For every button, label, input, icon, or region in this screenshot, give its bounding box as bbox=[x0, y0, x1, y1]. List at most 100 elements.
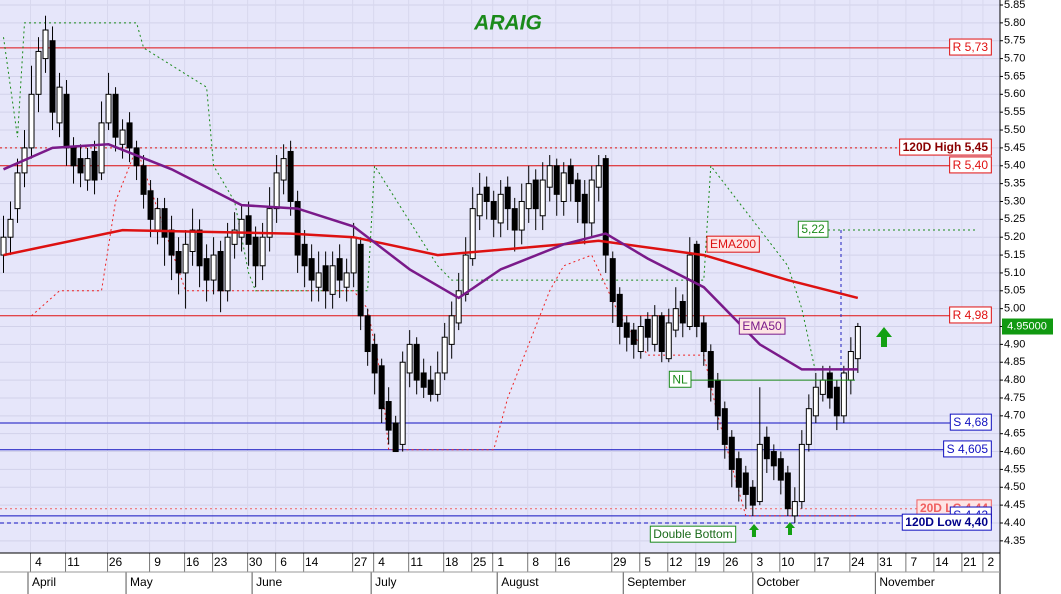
candle-body bbox=[749, 486, 756, 506]
x-tick-label: 5 bbox=[644, 555, 651, 569]
candle-body bbox=[28, 93, 35, 149]
channel-line bbox=[3, 22, 817, 374]
x-tick-label: 4 bbox=[378, 555, 385, 569]
x-tick-label: 10 bbox=[781, 555, 795, 569]
y-tick-label: 5.65 bbox=[1004, 70, 1025, 82]
candle-body bbox=[301, 243, 308, 267]
grid bbox=[0, 0, 1000, 553]
level-label-box bbox=[949, 413, 992, 431]
x-tick-label: 29 bbox=[613, 555, 627, 569]
candle-body bbox=[721, 408, 728, 445]
candle-body bbox=[49, 40, 56, 113]
candle-body bbox=[231, 229, 238, 245]
candle-body bbox=[448, 315, 455, 345]
x-tick-label: 4 bbox=[35, 555, 42, 569]
channel-line bbox=[31, 146, 858, 517]
month-label: November bbox=[879, 575, 934, 589]
candle-body bbox=[119, 129, 126, 145]
candle-body bbox=[364, 315, 371, 353]
y-tick-label: 4.80 bbox=[1004, 374, 1025, 386]
candle-body bbox=[175, 250, 182, 274]
candle-body bbox=[812, 386, 819, 417]
candle-body bbox=[784, 472, 791, 510]
month-label: October bbox=[757, 575, 800, 589]
candle-body bbox=[462, 254, 469, 295]
y-tick-label: 5.80 bbox=[1004, 17, 1025, 29]
candle-body bbox=[224, 236, 231, 292]
candle-body bbox=[147, 190, 154, 220]
month-label: April bbox=[32, 575, 56, 589]
candle-body bbox=[686, 254, 693, 328]
candle-body bbox=[70, 147, 77, 167]
candle-body bbox=[833, 386, 840, 417]
candle-body bbox=[350, 236, 357, 274]
y-tick-label: 5.70 bbox=[1004, 52, 1025, 64]
y-tick-label: 4.75 bbox=[1004, 392, 1025, 404]
candle-body bbox=[63, 93, 70, 149]
y-tick-label: 4.60 bbox=[1004, 445, 1025, 457]
candle-body bbox=[245, 215, 252, 245]
target-label-box bbox=[797, 220, 829, 238]
x-tick-label: 14 bbox=[305, 555, 319, 569]
x-tick-label: 3 bbox=[756, 555, 763, 569]
up-arrow bbox=[785, 522, 795, 535]
candle-body bbox=[539, 179, 546, 217]
y-tick-label: 4.40 bbox=[1004, 517, 1025, 529]
x-tick-label: 25 bbox=[473, 555, 487, 569]
candle-body bbox=[518, 200, 525, 231]
candle-body bbox=[679, 301, 686, 324]
candle-body bbox=[280, 158, 287, 181]
y-tick-label: 5.45 bbox=[1004, 142, 1025, 154]
ema-line bbox=[3, 228, 859, 300]
candle-body bbox=[329, 265, 336, 295]
candle-body bbox=[91, 150, 98, 181]
candle-body bbox=[357, 243, 364, 317]
candle-body bbox=[0, 236, 7, 256]
candle-body bbox=[770, 451, 777, 467]
candle-body bbox=[847, 351, 854, 381]
candle-body bbox=[805, 408, 812, 445]
x-tick-label: 17 bbox=[816, 555, 830, 569]
candle-body bbox=[476, 193, 483, 217]
y-tick-label: 5.00 bbox=[1004, 303, 1025, 315]
x-axis-background bbox=[0, 553, 1000, 594]
level-label-box bbox=[949, 306, 992, 324]
candle-body bbox=[630, 329, 637, 345]
x-tick-label: 1 bbox=[497, 555, 504, 569]
x-tick-label: 6 bbox=[280, 555, 287, 569]
y-tick-label: 5.75 bbox=[1004, 35, 1025, 47]
candle-body bbox=[742, 472, 749, 495]
level-label: 120D Low 4,40 bbox=[905, 515, 988, 529]
y-tick-label: 4.65 bbox=[1004, 428, 1025, 440]
candle-body bbox=[56, 86, 63, 124]
x-tick-label: 11 bbox=[410, 555, 423, 569]
neckline-label: NL bbox=[672, 372, 688, 386]
candle-body bbox=[455, 290, 462, 324]
y-tick-label: 4.45 bbox=[1004, 499, 1025, 511]
candle-body bbox=[217, 250, 224, 292]
series-label: EMA50 bbox=[742, 319, 782, 333]
candle-body bbox=[532, 179, 539, 210]
candle-body bbox=[196, 229, 203, 267]
y-tick-label: 4.35 bbox=[1004, 535, 1025, 547]
candle-body bbox=[203, 258, 210, 281]
candle-body bbox=[581, 193, 588, 224]
pattern-label-box bbox=[649, 525, 737, 543]
level-label: R 4,98 bbox=[953, 308, 989, 322]
candle-body bbox=[238, 218, 245, 238]
plot-background bbox=[0, 0, 1000, 553]
candle-body bbox=[252, 236, 259, 267]
candle-body bbox=[644, 318, 651, 338]
y-tick-label: 5.10 bbox=[1004, 267, 1025, 279]
candle-body bbox=[595, 165, 602, 188]
x-tick-label: 8 bbox=[532, 555, 539, 569]
level-label: S 4,68 bbox=[953, 415, 988, 429]
month-label: June bbox=[256, 575, 282, 589]
pattern-label: Double Bottom bbox=[653, 527, 732, 541]
candle-body bbox=[567, 165, 574, 185]
y-tick-label: 5.85 bbox=[1004, 0, 1025, 11]
candle-body bbox=[735, 458, 742, 488]
y-tick-label: 5.55 bbox=[1004, 106, 1025, 118]
candle-body bbox=[714, 379, 721, 417]
